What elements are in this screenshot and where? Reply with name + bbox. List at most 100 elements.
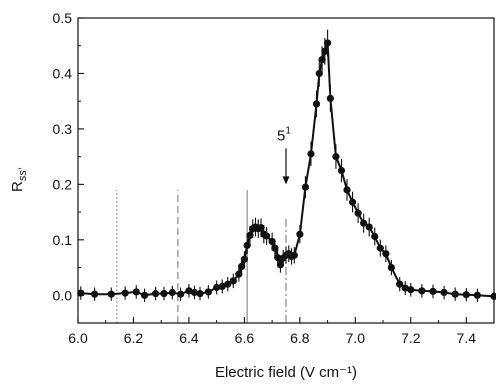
data-marker [229, 277, 237, 285]
data-point [360, 213, 368, 233]
y-tick-label: 0.5 [53, 10, 73, 26]
data-point [440, 285, 448, 300]
data-point [262, 226, 271, 245]
y-axis-label-subscript: ss′ [17, 167, 29, 181]
data-point [91, 287, 99, 301]
x-tick-label: 7.4 [457, 330, 477, 346]
data-point [235, 266, 243, 282]
data-point [387, 259, 395, 276]
data-marker [243, 241, 251, 249]
plot-frame [77, 17, 495, 324]
peak-annotation: 51 [277, 125, 291, 185]
data-point [177, 287, 185, 301]
data-point [185, 284, 193, 298]
data-point [218, 279, 226, 294]
y-tick-label: 0.4 [53, 65, 73, 81]
data-marker [107, 290, 115, 298]
data-point [396, 277, 404, 292]
data-marker [318, 55, 326, 64]
data-point [382, 245, 390, 262]
data-point [204, 285, 212, 299]
data-point [307, 141, 315, 167]
x-tick-label: 7.2 [401, 330, 421, 346]
data-marker [238, 262, 246, 271]
data-marker [185, 287, 193, 295]
data-marker [324, 39, 332, 47]
y-tick-label: 0.1 [53, 232, 73, 248]
data-marker [204, 288, 212, 296]
data-point [290, 247, 298, 264]
data-marker [371, 232, 379, 241]
annotation-label: 5 [277, 127, 285, 144]
data-marker [290, 251, 298, 259]
y-tick-label: 0.2 [53, 176, 73, 192]
data-point [190, 285, 199, 300]
data-marker [473, 291, 481, 299]
reference-lines [116, 189, 287, 323]
data-point [312, 90, 321, 118]
data-marker [332, 153, 340, 161]
data-marker [268, 237, 276, 246]
data-point [418, 284, 426, 298]
data-point [407, 282, 415, 297]
data-marker [257, 224, 265, 232]
data-marker [326, 94, 334, 103]
data-point [196, 286, 204, 301]
y-axis-label: Rss′ [9, 167, 29, 192]
data-marker [307, 150, 315, 158]
data-point [326, 85, 334, 112]
data-point [132, 285, 140, 299]
data-point [348, 191, 357, 213]
data-marker [132, 288, 140, 296]
data-marker [440, 288, 448, 297]
data-point [401, 281, 409, 296]
data-point [160, 286, 168, 301]
annotation-superscript: 1 [285, 125, 291, 136]
x-tick-label: 7.0 [346, 330, 366, 346]
data-point [121, 286, 129, 300]
x-tick-label: 6.4 [179, 330, 199, 346]
data-marker [235, 270, 243, 278]
data-marker [348, 198, 357, 206]
data-point [140, 288, 149, 302]
x-tick-label: 6.6 [235, 330, 255, 346]
y-axis-label-main: R [9, 181, 26, 192]
data-marker [354, 209, 362, 217]
data-point [376, 239, 384, 257]
data-marker [312, 100, 321, 108]
data-marker [451, 290, 459, 298]
data-marker [196, 290, 204, 298]
data-marker [301, 183, 310, 191]
data-marker [271, 244, 279, 252]
data-point [343, 179, 351, 201]
data-point [296, 225, 304, 244]
data-point [301, 176, 310, 199]
data-marker [276, 261, 285, 269]
data-point [462, 288, 470, 302]
data-marker [343, 186, 351, 194]
data-point [365, 217, 373, 237]
data-marker [429, 287, 437, 295]
data-marker [224, 280, 232, 288]
svg-text:Rss′: Rss′ [9, 167, 29, 192]
data-marker [218, 282, 226, 290]
data-marker [407, 286, 415, 294]
data-marker [274, 253, 282, 262]
data-point [271, 239, 279, 257]
data-point [473, 288, 481, 302]
x-tick-label: 6.8 [290, 330, 310, 346]
data-point [224, 277, 232, 292]
data-points-layer [77, 29, 496, 304]
data-marker [177, 290, 185, 298]
data-point [429, 284, 437, 299]
data-point [451, 287, 459, 301]
data-marker [315, 69, 323, 78]
data-point [107, 287, 115, 301]
x-tick-label: 6.2 [124, 330, 144, 346]
data-marker [418, 287, 426, 295]
data-marker [152, 290, 160, 298]
data-marker [246, 231, 254, 239]
annotation-arrow-head [282, 176, 290, 185]
x-tick-label: 6.0 [68, 330, 88, 346]
